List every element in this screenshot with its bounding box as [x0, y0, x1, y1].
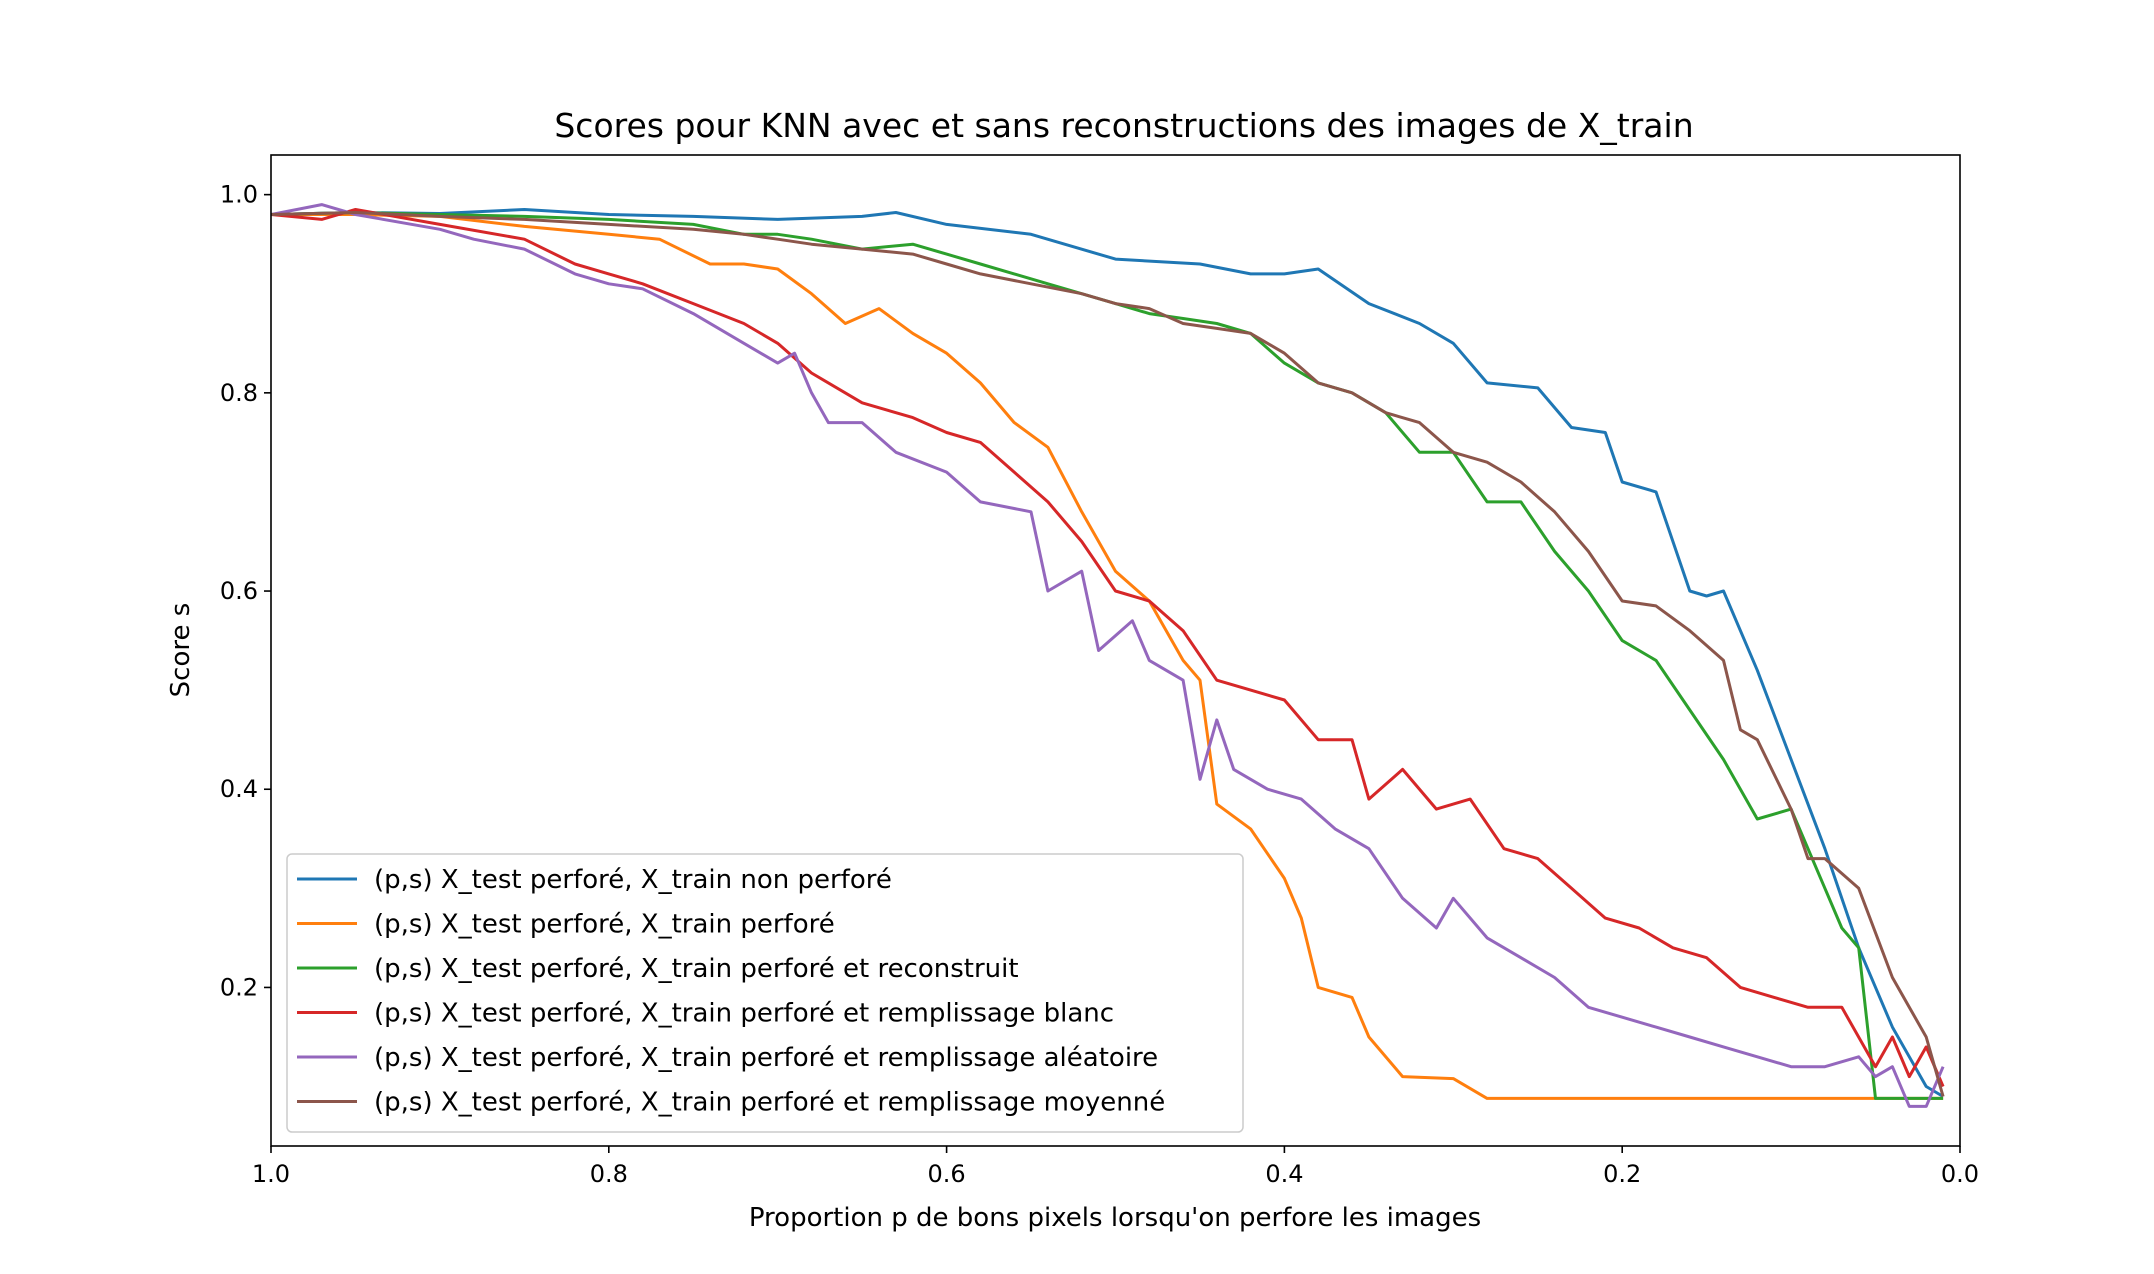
- y-tick-label: 0.4: [220, 775, 258, 803]
- y-axis-label: Score s: [166, 603, 196, 698]
- legend-label: (p,s) X_test perforé, X_train perforé et…: [374, 1043, 1158, 1073]
- x-tick-label: 0.6: [928, 1160, 966, 1188]
- legend-entry: (p,s) X_test perforé, X_train perforé: [297, 910, 835, 940]
- y-tick-label: 0.6: [220, 577, 258, 605]
- legend-entry: (p,s) X_test perforé, X_train perforé et…: [297, 1088, 1165, 1118]
- legend-label: (p,s) X_test perforé, X_train non perfor…: [374, 865, 892, 895]
- legend: (p,s) X_test perforé, X_train non perfor…: [286, 853, 1244, 1133]
- x-axis-label: Proportion p de bons pixels lorsqu'on pe…: [749, 1203, 1481, 1233]
- x-tick-label: 0.8: [590, 1160, 628, 1188]
- legend-label: (p,s) X_test perforé, X_train perforé et…: [374, 999, 1114, 1029]
- chart-title: Scores pour KNN avec et sans reconstruct…: [554, 106, 1693, 145]
- x-axis: 1.0 0.8 0.6 0.4 0.2 0.0: [252, 1146, 1979, 1188]
- legend-label: (p,s) X_test perforé, X_train perforé et…: [374, 1088, 1165, 1118]
- legend-entry: (p,s) X_test perforé, X_train perforé et…: [297, 954, 1019, 984]
- y-tick-label: 0.8: [220, 379, 258, 407]
- series-layer: [271, 203, 1945, 1108]
- series-line-1: [271, 208, 1944, 1098]
- series-line-3: [271, 211, 1944, 1100]
- series-line-6: [271, 211, 1945, 1097]
- x-tick-label: 1.0: [252, 1160, 290, 1188]
- x-tick-label: 0.2: [1603, 1160, 1641, 1188]
- series-line-5: [271, 203, 1945, 1108]
- legend-entry: (p,s) X_test perforé, X_train non perfor…: [297, 865, 892, 895]
- x-tick-label: 0.0: [1941, 1160, 1979, 1188]
- plot-frame: [270, 154, 1961, 1147]
- legend-label: (p,s) X_test perforé, X_train perforé: [374, 910, 835, 940]
- legend-entry: (p,s) X_test perforé, X_train perforé et…: [297, 999, 1114, 1029]
- legend-label: (p,s) X_test perforé, X_train perforé et…: [374, 954, 1019, 984]
- y-tick-label: 0.2: [220, 973, 258, 1001]
- y-axis: 0.2 0.4 0.6 0.8 1.0: [220, 181, 271, 1001]
- legend-box: [286, 853, 1244, 1133]
- x-tick-label: 0.4: [1265, 1160, 1303, 1188]
- series-line-2: [271, 213, 1944, 1100]
- series-line-4: [271, 208, 1945, 1088]
- legend-entry: (p,s) X_test perforé, X_train perforé et…: [297, 1043, 1158, 1073]
- y-tick-label: 1.0: [220, 181, 258, 209]
